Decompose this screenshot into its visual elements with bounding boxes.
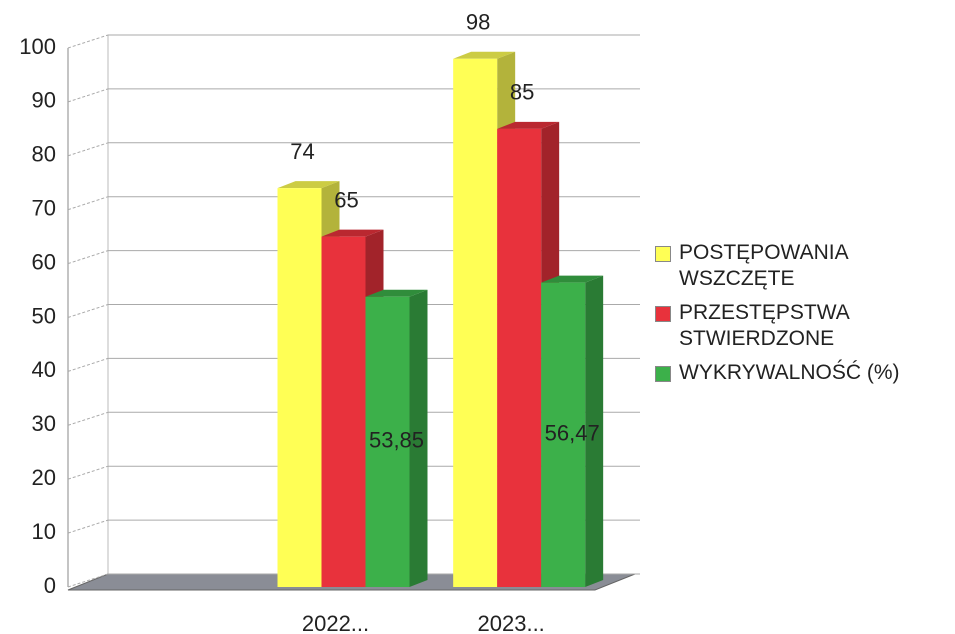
- y-tick-label: 0: [44, 573, 56, 598]
- legend-item: PRZESTĘPSTWA STWIERDZONE: [655, 300, 945, 352]
- y-tick-label: 50: [32, 303, 56, 328]
- y-tick-label: 90: [32, 88, 56, 113]
- grid-line: [67, 573, 109, 588]
- bar-top: [365, 289, 428, 297]
- grid-line: [67, 196, 109, 211]
- legend-label: POSTĘPOWANIA WSZCZĘTE: [679, 241, 848, 290]
- bar-top: [541, 275, 604, 283]
- bar-top: [321, 229, 384, 237]
- y-tick-label: 20: [32, 465, 56, 490]
- y-tick-label: 30: [32, 411, 56, 436]
- grid-line: [67, 411, 109, 426]
- legend-swatch: [655, 366, 671, 382]
- grid-line: [67, 250, 109, 265]
- legend-swatch: [655, 306, 671, 322]
- value-label: 85: [510, 80, 534, 105]
- y-tick-label: 40: [32, 357, 56, 382]
- bar-side: [585, 275, 604, 587]
- bar-top: [497, 121, 560, 129]
- value-label: 74: [290, 139, 314, 164]
- y-tick-label: 70: [32, 196, 56, 221]
- value-label: 53,85: [369, 428, 424, 453]
- grid-line: [67, 357, 109, 372]
- bar: [541, 282, 586, 587]
- x-tick-label: 2022...: [302, 611, 369, 634]
- bar: [453, 58, 498, 587]
- legend-item: POSTĘPOWANIA WSZCZĘTE: [655, 240, 945, 292]
- y-tick-label: 100: [19, 34, 56, 59]
- bar-top: [453, 51, 516, 59]
- grid-line: [67, 304, 109, 318]
- x-tick-label: 2023...: [478, 611, 545, 634]
- legend: POSTĘPOWANIA WSZCZĘTE PRZESTĘPSTWA STWIER…: [655, 240, 945, 394]
- grid-line: [67, 465, 109, 480]
- legend-swatch: [655, 246, 671, 262]
- bar-top: [277, 181, 340, 189]
- grid-line: [67, 88, 109, 103]
- bar: [497, 128, 542, 587]
- y-tick-label: 60: [32, 249, 56, 274]
- value-label: 56,47: [545, 421, 600, 446]
- y-tick-label: 80: [32, 142, 56, 167]
- bar: [277, 188, 322, 587]
- grid-line: [67, 519, 109, 534]
- legend-label: PRZESTĘPSTWA STWIERDZONE: [679, 301, 849, 350]
- y-tick-label: 10: [32, 519, 56, 544]
- bar-side: [409, 289, 428, 587]
- grid-line: [67, 34, 109, 49]
- bar: [365, 296, 410, 587]
- value-label: 98: [466, 10, 490, 35]
- bar: [321, 236, 366, 587]
- legend-item: WYKRYWALNOŚĆ (%): [655, 360, 945, 386]
- value-label: 65: [334, 187, 358, 212]
- legend-label: WYKRYWALNOŚĆ (%): [679, 361, 900, 384]
- grid-line: [67, 142, 109, 157]
